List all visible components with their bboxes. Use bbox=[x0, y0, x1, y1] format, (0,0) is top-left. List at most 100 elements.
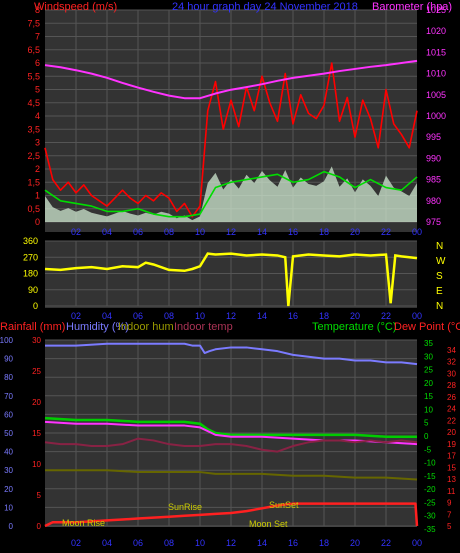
dew-tick-label: 26 bbox=[447, 393, 456, 402]
dir-compass-label: W bbox=[436, 256, 446, 267]
dew-tick-label: 17 bbox=[447, 452, 456, 461]
wind-tick-label: 6,5 bbox=[27, 45, 40, 55]
dir-tick-label: 360 bbox=[23, 236, 38, 246]
dir-x-tick: 08 bbox=[164, 311, 174, 321]
series-layer bbox=[44, 59, 419, 528]
wind-x-tick: 12 bbox=[226, 227, 236, 237]
temp-tick-label: 5 bbox=[424, 419, 429, 428]
wind-x-tick: 10 bbox=[195, 227, 205, 237]
wind-x-tick: 00 bbox=[412, 227, 422, 237]
temp-x-tick: 18 bbox=[319, 538, 329, 548]
humidity-tick-label: 10 bbox=[4, 503, 13, 512]
wind-tick-label: 3,5 bbox=[27, 124, 40, 134]
dir-compass-label: E bbox=[436, 286, 443, 297]
rain-tick-label: 5 bbox=[37, 491, 42, 500]
temp-x-tick: 16 bbox=[288, 538, 298, 548]
baro-tick-label: 980 bbox=[426, 196, 441, 206]
rain-legend: Rainfall (mm) bbox=[0, 321, 65, 333]
baro-tick-label: 1015 bbox=[426, 47, 446, 57]
grid-lines bbox=[45, 9, 417, 527]
humidity-tick-label: 0 bbox=[9, 522, 14, 531]
wind-tick-label: 5 bbox=[35, 85, 40, 95]
temp-tick-label: 35 bbox=[424, 339, 433, 348]
temp-tick-label: 30 bbox=[424, 352, 433, 361]
rain-tick-label: 20 bbox=[32, 398, 41, 407]
temp-tick-label: -35 bbox=[424, 525, 436, 534]
sunset-label: SunSet bbox=[269, 500, 299, 510]
wind-average-series bbox=[44, 170, 418, 218]
dir-tick-label: 270 bbox=[23, 252, 38, 262]
baro-tick-label: 975 bbox=[426, 217, 441, 227]
chart-title: 24 hour graph day 24 November 2018 bbox=[172, 1, 358, 13]
dew-tick-label: 11 bbox=[447, 487, 456, 496]
wind-x-tick: 20 bbox=[350, 227, 360, 237]
dew-tick-label: 5 bbox=[447, 522, 452, 531]
temp-tick-label: -10 bbox=[424, 459, 436, 468]
wind-tick-label: 3 bbox=[35, 138, 40, 148]
wind-tick-label: 4,5 bbox=[27, 98, 40, 108]
temp-tick-label: -20 bbox=[424, 485, 436, 494]
humidity-tick-label: 20 bbox=[4, 485, 13, 494]
dir-x-tick: 12 bbox=[226, 311, 236, 321]
temp-tick-label: -15 bbox=[424, 472, 436, 481]
humidity-tick-label: 60 bbox=[4, 410, 13, 419]
dir-tick-label: 180 bbox=[23, 269, 38, 279]
sunrise-label: SunRise bbox=[168, 502, 202, 512]
temp-x-tick: 08 bbox=[164, 538, 174, 548]
moonset-label: Moon Set bbox=[249, 519, 288, 529]
baro-tick-label: 1025 bbox=[426, 5, 446, 15]
dir-x-tick: 14 bbox=[257, 311, 267, 321]
temperature-series bbox=[44, 416, 417, 438]
wind-tick-label: 7,5 bbox=[27, 18, 40, 28]
wind-legend-left: Windspeed (m/s) bbox=[34, 1, 117, 13]
dew-tick-label: 32 bbox=[447, 358, 456, 367]
indoor-hum-series bbox=[45, 469, 418, 481]
temp-x-tick: 02 bbox=[71, 538, 81, 548]
wind-tick-label: 1,5 bbox=[27, 177, 40, 187]
dew-tick-label: 34 bbox=[447, 346, 456, 355]
wind-direction-series bbox=[44, 252, 418, 307]
humidity-tick-label: 50 bbox=[4, 429, 13, 438]
indoor-hum-legend: Indoor hum bbox=[118, 321, 174, 333]
dew-tick-label: 13 bbox=[447, 475, 456, 484]
rain-tick-label: 10 bbox=[32, 460, 41, 469]
temp-x-tick: 10 bbox=[195, 538, 205, 548]
rain-tick-label: 30 bbox=[32, 336, 41, 345]
dir-x-tick: 22 bbox=[381, 311, 391, 321]
wind-tick-label: 7 bbox=[35, 32, 40, 42]
indoor-temp-legend: Indoor temp bbox=[174, 321, 233, 333]
wind-x-tick: 02 bbox=[71, 227, 81, 237]
temp-tick-label: 15 bbox=[424, 392, 433, 401]
temp-x-tick: 20 bbox=[350, 538, 360, 548]
dir-x-tick: 06 bbox=[133, 311, 143, 321]
rainfall-series bbox=[44, 502, 419, 528]
wind-gust-area bbox=[45, 166, 417, 222]
dewpoint-legend: Dew Point (°C) bbox=[394, 321, 460, 333]
temp-tick-label: -5 bbox=[424, 445, 432, 454]
humidity-tick-label: 30 bbox=[4, 466, 13, 475]
temp-x-tick: 00 bbox=[412, 538, 422, 548]
wind-tick-label: 2 bbox=[35, 164, 40, 174]
humidity-series bbox=[45, 342, 418, 366]
wind-tick-label: 0 bbox=[35, 217, 40, 227]
wind-legend-right: Barometer (hpa) bbox=[372, 1, 452, 13]
temp-tick-label: -30 bbox=[424, 512, 436, 521]
wind-tick-label: 6 bbox=[35, 58, 40, 68]
barometer-series bbox=[44, 59, 418, 100]
temp-x-tick: 06 bbox=[133, 538, 143, 548]
baro-tick-label: 985 bbox=[426, 175, 441, 185]
dir-compass-label: N bbox=[436, 301, 443, 312]
dir-x-tick: 16 bbox=[288, 311, 298, 321]
windspeed-series bbox=[44, 62, 418, 218]
temp-tick-label: 20 bbox=[424, 379, 433, 388]
wind-x-tick: 08 bbox=[164, 227, 174, 237]
humidity-tick-label: 40 bbox=[4, 448, 13, 457]
temp-x-tick: 04 bbox=[102, 538, 112, 548]
dew-tick-label: 7 bbox=[447, 510, 452, 519]
baro-tick-label: 1020 bbox=[426, 26, 446, 36]
rain-tick-label: 0 bbox=[37, 522, 42, 531]
wind-tick-label: 0,5 bbox=[27, 204, 40, 214]
temp-tick-label: 25 bbox=[424, 366, 433, 375]
